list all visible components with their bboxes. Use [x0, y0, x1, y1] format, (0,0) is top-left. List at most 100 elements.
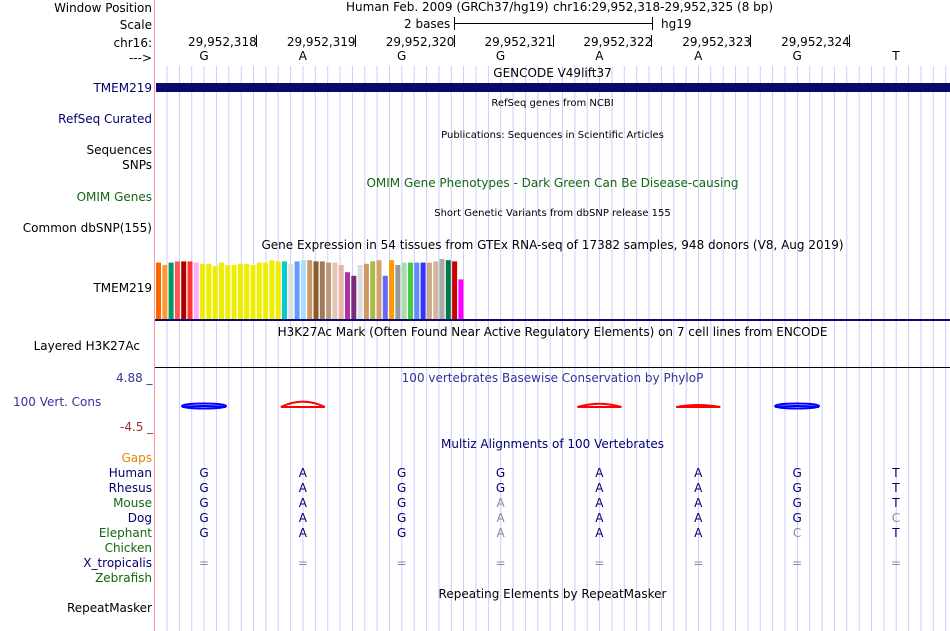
publications-sequences-label[interactable]: Sequences [86, 143, 152, 157]
multiz-base: A [298, 526, 307, 540]
publications-snps-label[interactable]: SNPs [122, 158, 152, 172]
gtex-tissue-bar[interactable] [307, 260, 313, 319]
multiz-species-label[interactable]: Chicken [104, 541, 152, 555]
multiz-species-label[interactable]: Dog [127, 511, 152, 525]
gtex-tissue-bar[interactable] [338, 265, 344, 319]
multiz-base: A [496, 496, 505, 510]
gtex-tissue-bar[interactable] [162, 265, 168, 319]
gtex-track-title: Gene Expression in 54 tissues from GTEx … [261, 238, 844, 252]
ruler-tick-label: 29,952,321 [484, 35, 554, 49]
gtex-tissue-bar[interactable] [250, 265, 256, 319]
multiz-species-label[interactable]: X_tropicalis [83, 556, 152, 570]
gtex-tissue-bar[interactable] [288, 263, 294, 319]
gtex-tissue-bar[interactable] [363, 263, 369, 319]
multiz-species-label[interactable]: Mouse [113, 496, 152, 510]
scale-db: hg19 [661, 17, 692, 31]
h3k27ac-track-label[interactable]: Layered H3K27Ac [33, 339, 140, 353]
ruler-tick-mark [849, 35, 851, 47]
multiz-species-label[interactable]: Human [108, 466, 152, 480]
multiz-base: A [694, 466, 703, 480]
gtex-tissue-bar[interactable] [313, 261, 319, 319]
gtex-tissue-bar[interactable] [414, 262, 420, 319]
gtex-tissue-bar[interactable] [244, 263, 250, 319]
gtex-tissue-bar[interactable] [345, 272, 350, 319]
refseq-track-label[interactable]: RefSeq Curated [58, 112, 152, 126]
phylop-track-label[interactable]: 100 Vert. Cons [13, 395, 102, 409]
gtex-tissue-bar[interactable] [351, 275, 357, 319]
gtex-tissue-bar[interactable] [439, 259, 445, 319]
gtex-tissue-bar[interactable] [401, 262, 407, 319]
gtex-tissue-bar[interactable] [319, 261, 325, 319]
window-position-label: Window Position [54, 1, 152, 15]
multiz-base: = [297, 556, 308, 570]
gtex-tissue-bar[interactable] [370, 261, 376, 319]
multiz-base: = [495, 556, 506, 570]
gtex-tissue-bar[interactable] [282, 261, 287, 319]
gtex-tissue-bar[interactable] [382, 275, 388, 319]
gtex-tissue-bar[interactable] [426, 262, 432, 319]
multiz-species-label[interactable]: Rhesus [108, 481, 152, 495]
gencode-gene-label[interactable]: TMEM219 [93, 81, 152, 95]
gtex-tissue-bar[interactable] [420, 262, 426, 319]
gtex-tissue-bar[interactable] [376, 260, 382, 319]
gtex-tissue-bar[interactable] [156, 262, 161, 319]
gtex-tissue-bar[interactable] [237, 263, 243, 319]
refseq-track-title: RefSeq genes from NCBI [491, 98, 614, 109]
gtex-tissue-bar[interactable] [275, 261, 281, 319]
gtex-tissue-bar[interactable] [212, 266, 218, 319]
gencode-track-title: GENCODE V49lift37 [493, 66, 612, 80]
gtex-tissue-bar[interactable] [445, 260, 451, 319]
multiz-base: A [595, 481, 604, 495]
gtex-tissue-bar[interactable] [300, 260, 306, 319]
omim-track-title: OMIM Gene Phenotypes - Dark Green Can Be… [366, 176, 739, 190]
gtex-tissue-bar[interactable] [433, 261, 439, 319]
reference-base: A [694, 49, 703, 63]
gtex-tissue-bar[interactable] [200, 263, 206, 319]
gtex-tissue-bar[interactable] [206, 263, 212, 319]
phylop-min-label: -4.5 _ [120, 420, 154, 434]
gtex-tissue-bar[interactable] [193, 262, 199, 319]
gtex-tissue-bar[interactable] [458, 279, 464, 319]
gtex-tissue-bar[interactable] [357, 265, 363, 319]
gtex-tissue-bar[interactable] [231, 265, 237, 319]
phylop-score-mark [280, 400, 326, 408]
gtex-track-label[interactable]: TMEM219 [93, 281, 152, 295]
multiz-base: A [694, 526, 703, 540]
gtex-tissue-bar[interactable] [168, 262, 174, 319]
gtex-tissue-bar[interactable] [174, 261, 180, 319]
gtex-tissue-bar[interactable] [452, 261, 458, 319]
gtex-tissue-bar[interactable] [219, 262, 224, 319]
gtex-tissue-bar[interactable] [294, 261, 300, 319]
h3k27ac-baseline [155, 367, 950, 368]
omim-track-label[interactable]: OMIM Genes [76, 190, 152, 204]
gtex-tissue-bar[interactable] [395, 265, 401, 319]
gtex-tissue-bar[interactable] [187, 261, 193, 319]
gtex-tissue-bar[interactable] [269, 260, 275, 319]
ruler-tick-label: 29,952,320 [385, 35, 455, 49]
gtex-tissue-bar[interactable] [225, 265, 231, 319]
gtex-tissue-bar[interactable] [256, 262, 262, 319]
gtex-tissue-bar[interactable] [332, 262, 338, 319]
multiz-base: G [792, 511, 802, 525]
gencode-gene-feature[interactable] [156, 83, 950, 92]
gtex-tissue-bar[interactable] [408, 262, 413, 319]
gtex-tissue-bar[interactable] [263, 262, 269, 319]
multiz-base: A [694, 496, 703, 510]
gtex-tissue-bar[interactable] [389, 260, 395, 319]
dbsnp-track-label[interactable]: Common dbSNP(155) [22, 221, 152, 235]
multiz-base: T [892, 481, 900, 495]
ruler-tick-mark [750, 35, 752, 47]
multiz-species-label[interactable]: Elephant [98, 526, 152, 540]
multiz-base: A [496, 511, 505, 525]
gtex-tissue-bar[interactable] [326, 262, 332, 319]
strand-label: ---> [128, 51, 152, 65]
repeatmasker-track-label[interactable]: RepeatMasker [66, 601, 152, 615]
gtex-tissue-bar[interactable] [181, 261, 187, 319]
multiz-base: A [595, 496, 604, 510]
multiz-species-label[interactable]: Zebrafish [95, 571, 152, 585]
multiz-base: A [595, 466, 604, 480]
